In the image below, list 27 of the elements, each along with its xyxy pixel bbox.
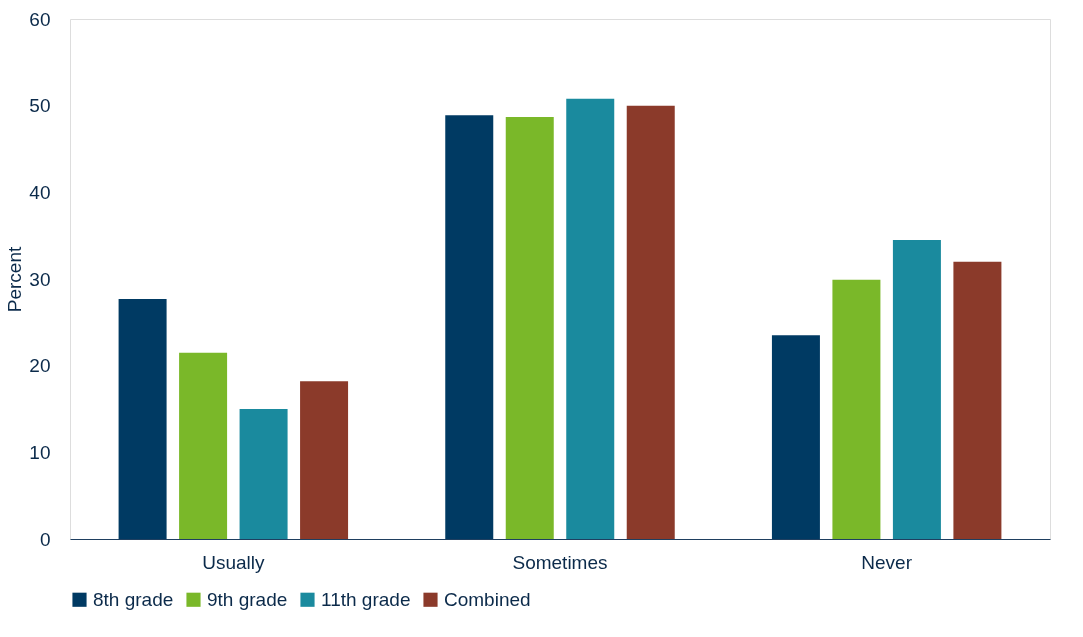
bar [953, 261, 1002, 539]
legend-label: 8th grade [93, 588, 174, 610]
y-axis-title: Percent [4, 246, 26, 313]
legend-label: Combined [444, 588, 531, 610]
bar [445, 115, 494, 539]
legend-label: 11th grade [321, 588, 411, 610]
y-tick-label: 40 [29, 181, 51, 203]
y-tick-label: 0 [39, 528, 51, 550]
bar [832, 279, 881, 539]
bar [505, 116, 554, 539]
legend-label: 9th grade [207, 588, 288, 610]
bar [118, 298, 167, 539]
bar [771, 335, 820, 539]
y-tick-label: 30 [29, 268, 51, 290]
bar [626, 105, 675, 539]
y-tick-label: 10 [29, 441, 51, 463]
y-tick-label: 20 [29, 355, 51, 377]
y-tick-label: 60 [29, 8, 51, 30]
x-tick-label: Sometimes [512, 551, 608, 573]
bar [892, 240, 941, 539]
bar [566, 98, 615, 539]
bar [239, 409, 288, 539]
bar [179, 352, 228, 539]
x-tick-label: Usually [202, 551, 265, 573]
y-tick-label: 50 [29, 95, 51, 117]
x-tick-label: Never [861, 551, 913, 573]
bar [300, 381, 349, 539]
